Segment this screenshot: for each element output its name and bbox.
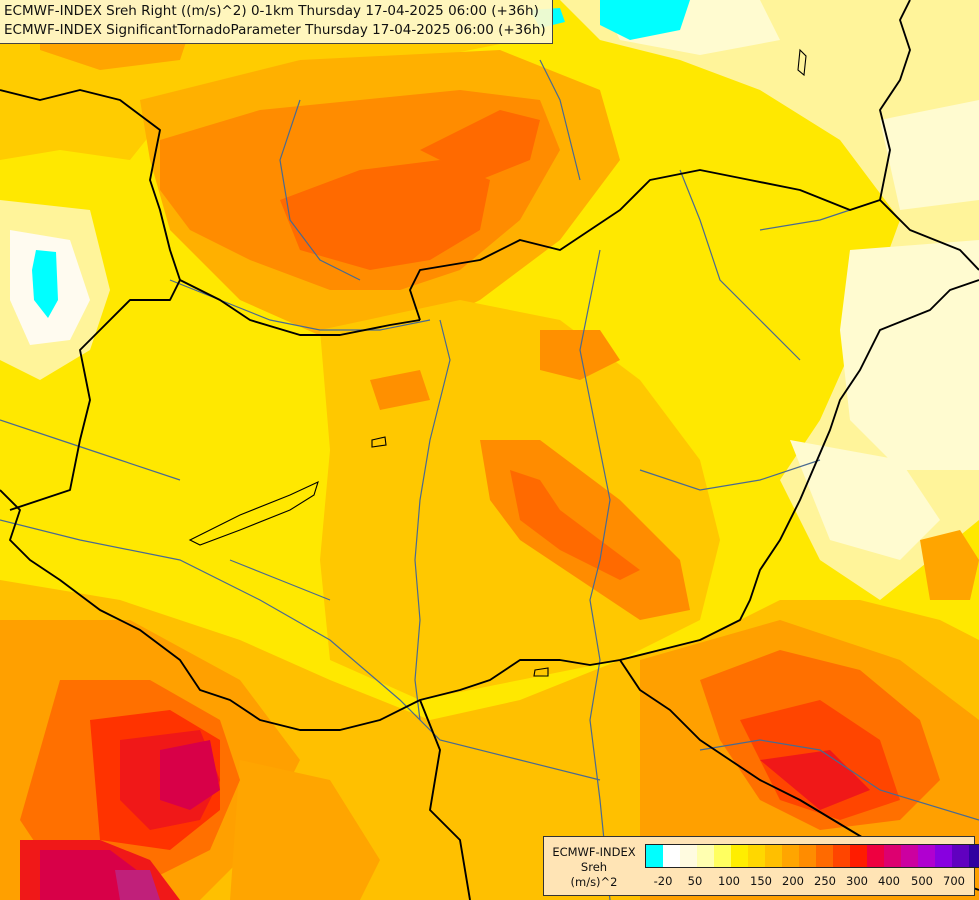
legend-swatch (782, 845, 799, 867)
legend-swatch (918, 845, 935, 867)
legend-color-bar (645, 844, 979, 868)
legend-swatch (850, 845, 867, 867)
legend-tick-label: -20 (653, 874, 673, 888)
legend-tick-label: 50 (687, 874, 703, 888)
legend-swatch (884, 845, 901, 867)
legend-swatch (663, 845, 680, 867)
title-line-1: ECMWF-INDEX Sreh Right ((m/s)^2) 0-1km T… (4, 3, 539, 19)
rivers (0, 59, 979, 900)
legend-ticks: -20 50 100 150 200 250 300 400 500 700 (645, 874, 975, 890)
legend-swatch (867, 845, 884, 867)
legend-tick-label: 700 (943, 874, 965, 888)
legend-tick-label: 150 (750, 874, 772, 888)
title-line-2: ECMWF-INDEX SignificantTornadoParameter … (4, 22, 546, 38)
legend-line-3: (m/s)^2 (570, 875, 618, 889)
legend-swatch (646, 845, 663, 867)
legend-title: ECMWF-INDEX Sreh (m/s)^2 (544, 845, 644, 890)
legend-swatch (833, 845, 850, 867)
lakes (188, 48, 807, 677)
legend-swatch (765, 845, 782, 867)
legend-tick-label: 300 (846, 874, 868, 888)
legend-tick-label: 400 (878, 874, 900, 888)
legend-swatch (731, 845, 748, 867)
legend-swatch (714, 845, 731, 867)
legend-swatch (969, 845, 979, 867)
legend-line-2: Sreh (580, 860, 608, 874)
legend-swatch (748, 845, 765, 867)
legend-tick-label: 250 (814, 874, 836, 888)
legend-swatch (901, 845, 918, 867)
legend-swatch (935, 845, 952, 867)
legend-swatch (952, 845, 969, 867)
title-box: ECMWF-INDEX Sreh Right ((m/s)^2) 0-1km T… (0, 0, 553, 44)
legend-tick-label: 100 (718, 874, 740, 888)
legend-line-1: ECMWF-INDEX (552, 845, 636, 859)
legend-swatch (799, 845, 816, 867)
legend-swatch (697, 845, 714, 867)
high-helicity-zones (20, 90, 979, 900)
legend-tick-label: 500 (911, 874, 933, 888)
legend-swatch (816, 845, 833, 867)
legend: ECMWF-INDEX Sreh (m/s)^2 -20 50 100 150 200 2… (543, 836, 979, 896)
legend-swatch (680, 845, 697, 867)
low-helicity-zones (0, 0, 979, 600)
legend-tick-label: 200 (782, 874, 804, 888)
